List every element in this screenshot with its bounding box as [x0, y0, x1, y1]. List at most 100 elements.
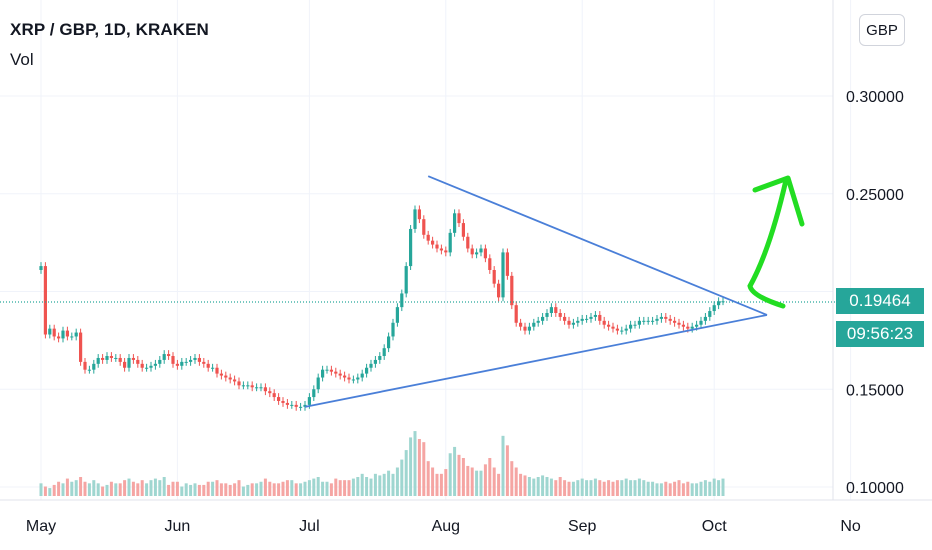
volume-bar: [272, 483, 276, 496]
volume-bar: [369, 478, 373, 496]
candle-body: [620, 330, 624, 332]
candle-body: [422, 219, 426, 235]
volume-bar: [329, 483, 333, 496]
volume-bar: [136, 483, 140, 496]
volume-bar: [598, 480, 602, 496]
volume-bar: [593, 478, 597, 496]
volume-bar: [52, 484, 56, 496]
volume-bar: [255, 483, 259, 496]
candle-body: [241, 385, 245, 387]
volume-bar: [96, 483, 100, 496]
candle-body: [351, 379, 355, 381]
candle-body: [162, 354, 166, 360]
candle-body: [255, 387, 259, 389]
candle-body: [598, 314, 602, 321]
candle-body: [96, 357, 100, 364]
candle-body: [307, 397, 311, 405]
x-month-label: No: [840, 518, 861, 535]
candle-body: [48, 328, 52, 335]
volume-bar: [206, 481, 210, 496]
candle-body: [118, 357, 122, 362]
x-month-label: May: [26, 518, 56, 535]
candle-body: [365, 367, 369, 374]
candle-body: [527, 326, 531, 331]
volume-bar: [417, 439, 421, 496]
volume-bar: [717, 480, 721, 496]
candle-body: [57, 336, 61, 339]
x-month-label: Oct: [702, 518, 727, 535]
volume-bar: [497, 473, 501, 496]
candle-body: [461, 223, 465, 237]
symbol-title[interactable]: XRP / GBP, 1D, KRAKEN: [10, 20, 209, 39]
arrow-head: [752, 175, 805, 227]
volume-bar: [444, 469, 448, 496]
candle-body: [92, 363, 96, 370]
candle-body: [404, 266, 408, 294]
volume-bar: [721, 478, 725, 496]
volume-bar: [673, 481, 677, 496]
candle-body: [294, 404, 298, 407]
volume-bar: [681, 483, 685, 496]
x-month-label: Sep: [568, 518, 597, 535]
volume-bar: [571, 481, 575, 496]
volume-bar: [439, 473, 443, 496]
volume-legend[interactable]: Vol: [10, 50, 34, 69]
candle-body: [343, 375, 347, 378]
volume-bar: [365, 477, 369, 496]
volume-bar: [175, 481, 179, 496]
candle-body: [263, 387, 267, 392]
candle-body: [153, 363, 157, 366]
volume-bar: [351, 478, 355, 496]
candle-body: [545, 313, 549, 317]
candle-body: [439, 248, 443, 251]
candle-body: [228, 377, 232, 380]
currency-button[interactable]: GBP: [859, 14, 905, 46]
candle-body: [448, 232, 452, 253]
candle-body: [189, 359, 193, 362]
candle-body: [61, 330, 65, 339]
volume-bar: [651, 481, 655, 496]
candle-body: [215, 367, 219, 374]
candle-body: [712, 305, 716, 312]
candle-body: [571, 322, 575, 325]
candle-body: [105, 356, 109, 360]
volume-bar: [316, 477, 320, 496]
candle-body: [237, 381, 241, 386]
volume-bar: [224, 483, 228, 496]
volume-bar: [277, 483, 281, 496]
volume-bar: [211, 481, 215, 496]
volume-bar: [321, 481, 325, 496]
lower-trendline: [304, 314, 768, 408]
volume-bar: [589, 480, 593, 496]
candle-body: [277, 397, 281, 401]
candle-body: [664, 316, 668, 319]
candle-body: [158, 359, 162, 364]
candle-body: [131, 357, 135, 360]
volume-bar: [39, 483, 43, 496]
volume-bar: [325, 481, 329, 496]
volume-bar: [483, 464, 487, 496]
candle-body: [655, 318, 659, 321]
candle-body: [466, 236, 470, 249]
volume-bar: [659, 483, 663, 496]
candle-body: [202, 361, 206, 364]
volume-bar: [123, 480, 127, 496]
y-tick-label: 0.25000: [846, 187, 904, 204]
volume-bar: [105, 484, 109, 496]
volume-bar: [532, 478, 536, 496]
volume-bar: [677, 480, 681, 496]
candle-body: [387, 336, 391, 349]
candle-body: [43, 266, 47, 335]
volume-bar: [281, 481, 285, 496]
candle-body: [114, 357, 118, 359]
volume-bar: [250, 483, 254, 496]
candle-body: [483, 248, 487, 259]
candle-body: [83, 361, 87, 370]
candle-body: [637, 320, 641, 325]
volume-bar: [413, 431, 417, 496]
candle-body: [589, 316, 593, 319]
candle-body: [479, 248, 483, 253]
volume-bar: [620, 480, 624, 496]
volume-bar: [338, 480, 342, 496]
